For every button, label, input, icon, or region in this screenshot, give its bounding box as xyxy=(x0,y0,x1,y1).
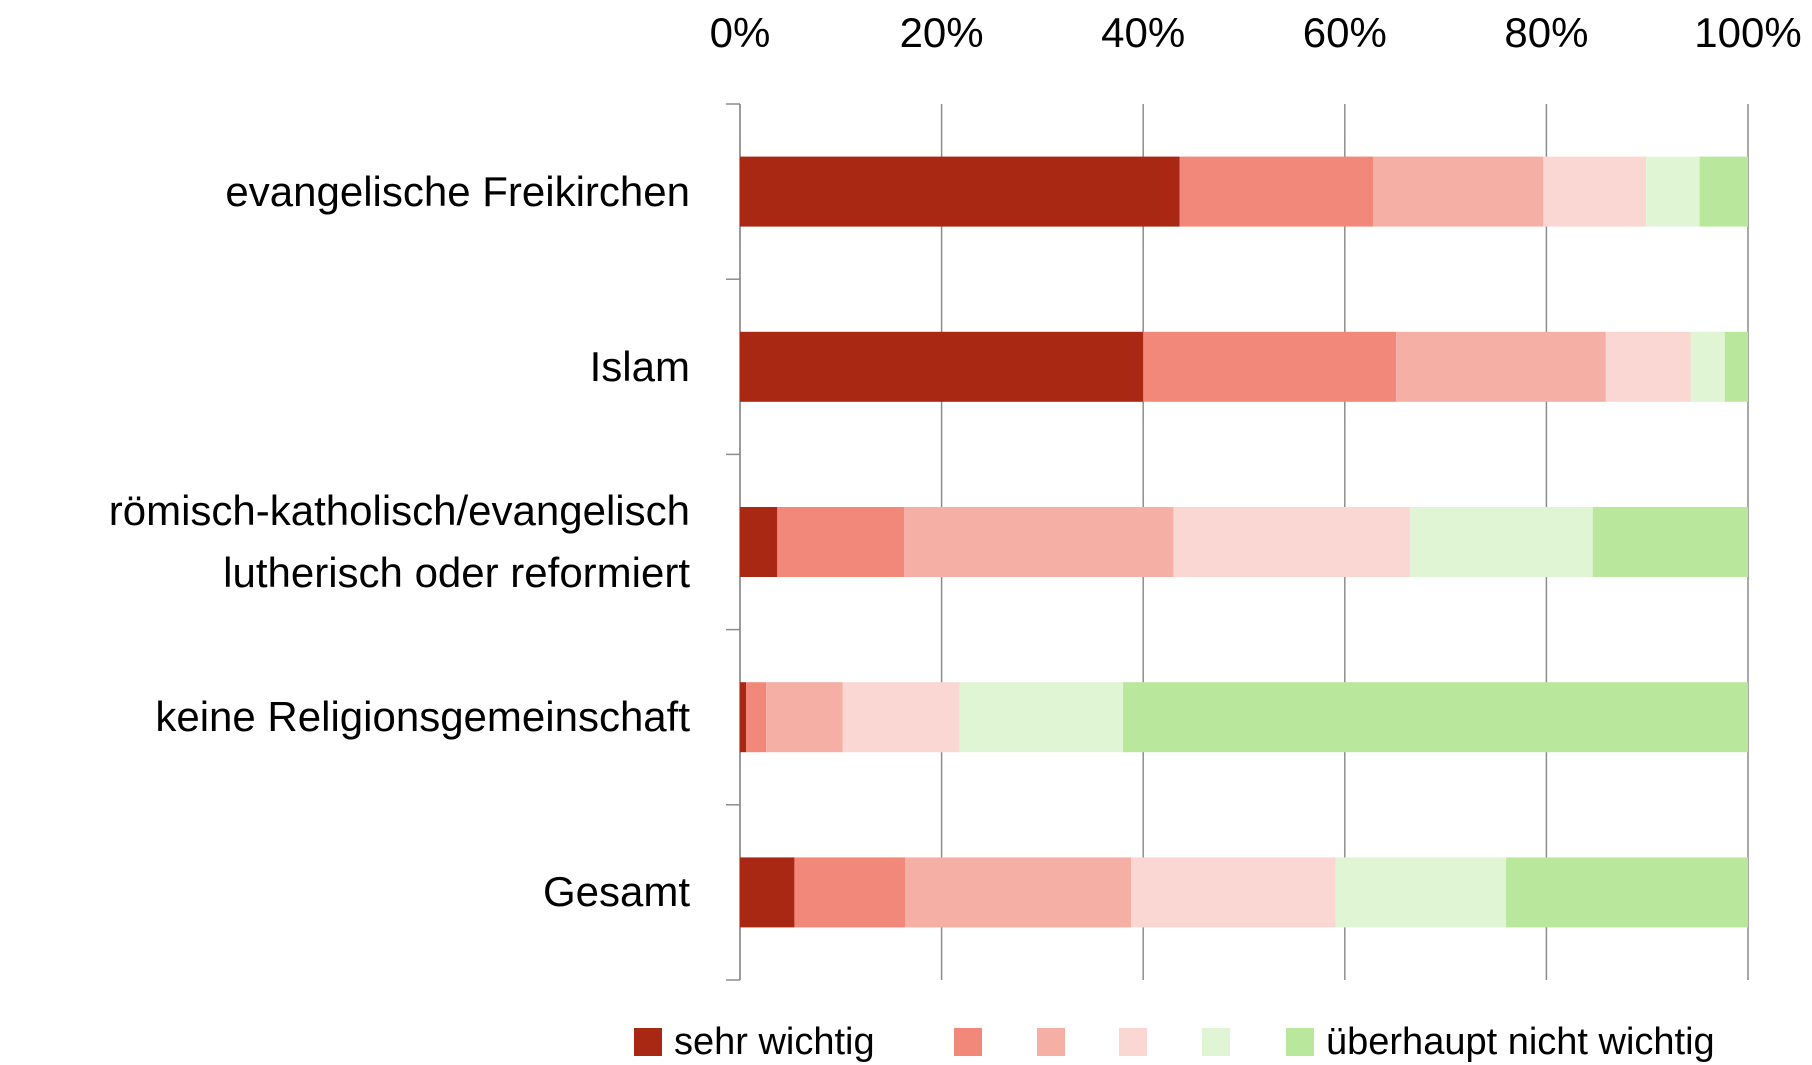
x-tick-label: 40% xyxy=(1101,9,1185,56)
bar-segment xyxy=(1179,156,1374,227)
bar-segment xyxy=(1373,156,1544,227)
x-tick-label: 80% xyxy=(1504,9,1588,56)
bar-segment xyxy=(794,857,906,928)
category-label: evangelische Freikirchen xyxy=(225,167,690,215)
x-tick-label: 20% xyxy=(900,9,984,56)
bar-segment xyxy=(1173,507,1411,577)
bar-segment xyxy=(842,682,960,753)
bar-segment xyxy=(1543,156,1647,227)
bar-segment xyxy=(1335,857,1507,928)
bar-segment xyxy=(1131,857,1336,928)
bar-segment xyxy=(740,331,1144,402)
bar-segment xyxy=(1605,331,1691,402)
bar-segment xyxy=(959,682,1124,753)
legend-swatch xyxy=(1286,1028,1314,1056)
bar-segment xyxy=(740,507,778,577)
legend-swatch xyxy=(634,1028,662,1056)
bar-segment xyxy=(1410,507,1593,577)
x-tick-label: 60% xyxy=(1303,9,1387,56)
bar-segment xyxy=(1143,331,1397,402)
bar-segment xyxy=(740,857,795,928)
bar-segment xyxy=(1724,331,1748,402)
bar-segment xyxy=(740,682,747,753)
bar-segment xyxy=(1123,682,1748,753)
bar-segment xyxy=(1690,331,1725,402)
x-tick-label: 0% xyxy=(710,9,771,56)
legend-label: sehr wichtig xyxy=(674,1021,875,1063)
bar-segment xyxy=(1396,331,1606,402)
bar-segment xyxy=(1646,156,1700,227)
x-tick-label: 100% xyxy=(1694,9,1801,56)
category-label: Gesamt xyxy=(542,868,690,916)
bar-segment xyxy=(1506,857,1748,928)
bar-segment xyxy=(1592,507,1748,577)
category-label: Islam xyxy=(589,342,690,390)
bar-segment xyxy=(905,857,1132,928)
bar-segment xyxy=(1699,156,1748,227)
legend-label: überhaupt nicht wichtig xyxy=(1326,1021,1715,1063)
legend-swatch xyxy=(954,1028,982,1056)
legend-swatch xyxy=(1037,1028,1065,1056)
legend-swatch xyxy=(1202,1028,1230,1056)
bar-segment xyxy=(746,682,767,753)
bar-segment xyxy=(777,507,905,577)
category-label: römisch-katholisch/evangelisch lutherisc… xyxy=(108,487,690,596)
bar-segment xyxy=(904,507,1174,577)
bar-segment xyxy=(766,682,843,753)
category-label: keine Religionsgemeinschaft xyxy=(155,693,690,741)
bar-segment xyxy=(740,156,1180,227)
legend-swatch xyxy=(1119,1028,1147,1056)
